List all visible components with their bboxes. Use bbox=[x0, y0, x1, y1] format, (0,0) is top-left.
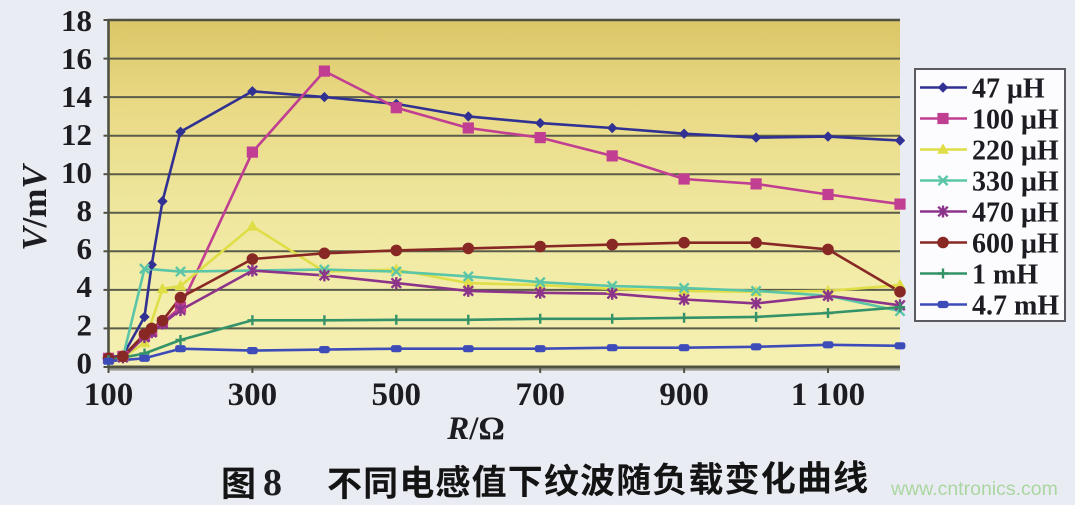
svg-text:16: 16 bbox=[61, 41, 92, 76]
svg-text:47 μH: 47 μH bbox=[972, 74, 1045, 105]
svg-text:0: 0 bbox=[77, 345, 93, 380]
svg-text:12: 12 bbox=[61, 117, 92, 152]
svg-text:14: 14 bbox=[61, 79, 92, 114]
svg-text:470 μH: 470 μH bbox=[972, 198, 1059, 229]
svg-text:1 100: 1 100 bbox=[791, 377, 865, 413]
svg-text:V/mV: V/mV bbox=[15, 163, 54, 251]
svg-text:4.7 mH: 4.7 mH bbox=[972, 291, 1059, 322]
svg-text:2: 2 bbox=[77, 307, 93, 342]
svg-text:500: 500 bbox=[372, 377, 422, 413]
svg-text:8: 8 bbox=[263, 462, 282, 504]
svg-text:600 μH: 600 μH bbox=[972, 229, 1059, 260]
svg-text:100 μH: 100 μH bbox=[972, 105, 1059, 136]
svg-text:www.cntronics.com: www.cntronics.com bbox=[890, 478, 1058, 500]
svg-text:18: 18 bbox=[61, 3, 92, 38]
svg-text:6: 6 bbox=[77, 231, 93, 266]
svg-text:4: 4 bbox=[77, 269, 93, 304]
svg-text:100: 100 bbox=[84, 377, 134, 413]
svg-text:900: 900 bbox=[659, 377, 709, 413]
svg-text:220 μH: 220 μH bbox=[972, 136, 1059, 167]
svg-text:700: 700 bbox=[515, 377, 565, 413]
svg-text:10: 10 bbox=[61, 155, 92, 190]
svg-text:330 μH: 330 μH bbox=[972, 167, 1059, 198]
svg-text:1 mH: 1 mH bbox=[972, 260, 1038, 291]
svg-text:8: 8 bbox=[77, 193, 93, 228]
svg-text:R/Ω: R/Ω bbox=[446, 411, 505, 447]
svg-text:300: 300 bbox=[228, 377, 278, 413]
